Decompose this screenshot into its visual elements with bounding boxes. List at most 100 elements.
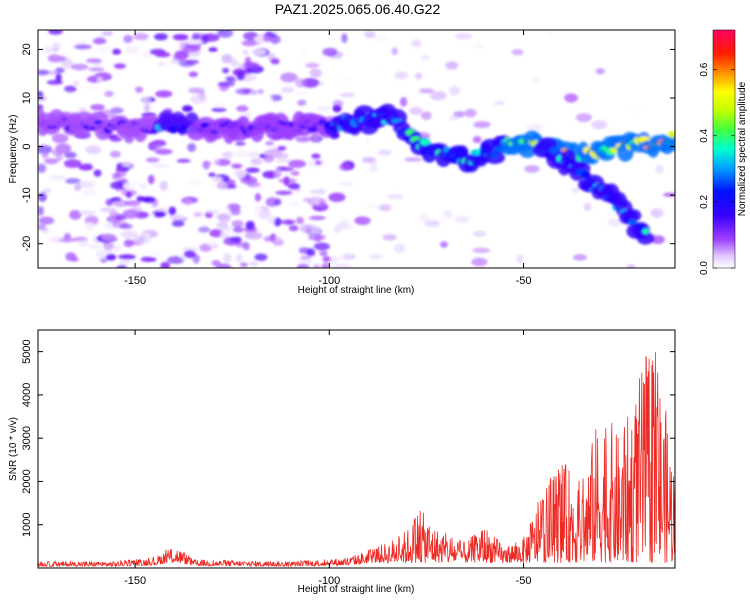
spectrogram-cell [199, 243, 213, 252]
spectrogram-cell [439, 212, 448, 221]
spectrogram-cell [230, 58, 239, 68]
spectrogram-cell [662, 192, 675, 197]
spectrogram-cell [378, 204, 392, 212]
spectrogram-cell [71, 63, 89, 71]
spectrogram-cell [591, 120, 608, 130]
spectrogram-cell [140, 256, 157, 262]
spectrogram-cell [78, 107, 87, 113]
spectrogram-cell [454, 33, 473, 40]
spectrogram-cell [193, 212, 203, 217]
spectrogram-cell [248, 151, 259, 159]
spectrogram-cell [222, 151, 233, 159]
spectrogram-cell [394, 243, 406, 254]
spectrogram-cell [48, 174, 67, 181]
spectrogram-cell [110, 181, 125, 190]
spectrogram-cell [571, 187, 580, 193]
spectrogram-cell [38, 216, 55, 225]
spectrogram-cell [109, 136, 123, 142]
spectrogram-cell [361, 157, 376, 163]
spectrogram-cell [143, 103, 151, 113]
spectrogram-cell [415, 72, 423, 80]
spectrogram-cell [311, 153, 321, 159]
spectrogram-cell [250, 158, 263, 165]
y-tick-label: -20 [21, 236, 33, 252]
spectrogram-cell [92, 37, 107, 45]
colorbar-tick-label: 0.0 [699, 261, 710, 275]
spectrogram-cell [104, 90, 114, 97]
spectrogram-cell [222, 67, 230, 74]
spectrogram-cell [440, 241, 448, 248]
snr-background [38, 330, 675, 568]
spectrogram-cell [216, 221, 229, 229]
spectrogram-cell [226, 77, 237, 83]
spectrogram-cell [149, 140, 163, 149]
spectrogram-cell [475, 42, 484, 50]
spectrogram-cell [232, 226, 244, 233]
spectrogram-cell [364, 31, 376, 38]
spectrogram-cell [190, 94, 207, 105]
spectrogram-cell [235, 141, 246, 146]
spectrogram-cell [341, 33, 348, 43]
spectrogram-cell [200, 59, 208, 67]
spectrogram-cell [236, 71, 246, 81]
spectrogram-cell [339, 163, 352, 171]
spectrogram-cell [391, 47, 398, 56]
spectrogram-cell [64, 85, 77, 93]
spectrogram-cell [267, 215, 276, 225]
spectrogram-cell [142, 232, 151, 242]
y-tick-label: 1000 [21, 512, 33, 536]
spectrogram-cell [111, 48, 122, 55]
spectrogram-cell [371, 65, 385, 71]
spectrogram-cell [38, 206, 44, 216]
spectrogram-cell [269, 35, 281, 44]
spectrogram-cell [449, 85, 461, 96]
colorbar-tick-label: 0.2 [699, 195, 710, 209]
spectrogram-cell [223, 253, 232, 263]
spectrogram-cell [208, 47, 218, 52]
spectrogram-cell [308, 215, 326, 221]
spectrogram-cell [340, 80, 350, 87]
spectrogram-cell [209, 229, 223, 238]
spectrogram-cell [650, 235, 665, 245]
spectrogram-cell [637, 223, 645, 232]
spectrogram-cell [328, 192, 346, 202]
spectrogram-cell [198, 226, 211, 233]
spectrogram-cell [419, 88, 434, 94]
spectrogram-cell [275, 190, 293, 195]
spectrogram-cell [367, 168, 379, 173]
spectrogram-cell [257, 88, 264, 95]
snr-panel: -150 -100 -50 1000 2000 3000 4000 5000 Height … [8, 329, 676, 595]
spectrogram-cell [236, 253, 243, 263]
spectrogram-cell [516, 254, 524, 264]
spectrogram-cell [123, 35, 133, 43]
spectrogram-cell [394, 71, 409, 80]
spectrogram-cell [262, 35, 272, 42]
spectrogram-cell [336, 253, 345, 263]
spectrogram-x-ticks: -150 -100 -50 [124, 30, 531, 287]
spectrogram-cell [64, 151, 77, 159]
spectrogram-cell [239, 262, 248, 267]
spectrogram-cell [171, 220, 185, 227]
spectrogram-cell [668, 131, 675, 138]
spectrogram-cell [369, 254, 383, 260]
spectrogram-cell [295, 78, 307, 88]
spectrogram-cell [454, 216, 470, 223]
spectrogram-cell [627, 109, 645, 114]
spectrogram-cell [85, 145, 102, 154]
spectrogram-cell [265, 141, 275, 146]
spectrogram-cell [243, 62, 260, 69]
spectrogram-cell [242, 241, 250, 251]
x-tick-label: -100 [318, 575, 340, 587]
spectrogram-cell [274, 198, 282, 206]
spectrogram-cell [382, 234, 397, 241]
spectrogram-cell [511, 49, 524, 56]
spectrogram-cell [354, 216, 371, 225]
spectrogram-cell [524, 165, 540, 173]
spectrogram-cell [154, 33, 168, 41]
spectrogram-cell [464, 108, 477, 118]
spectrogram-cell [223, 206, 231, 215]
spectrogram-cell [172, 34, 189, 41]
spectrogram-cell [365, 138, 372, 143]
spectrogram-cell [319, 250, 328, 257]
